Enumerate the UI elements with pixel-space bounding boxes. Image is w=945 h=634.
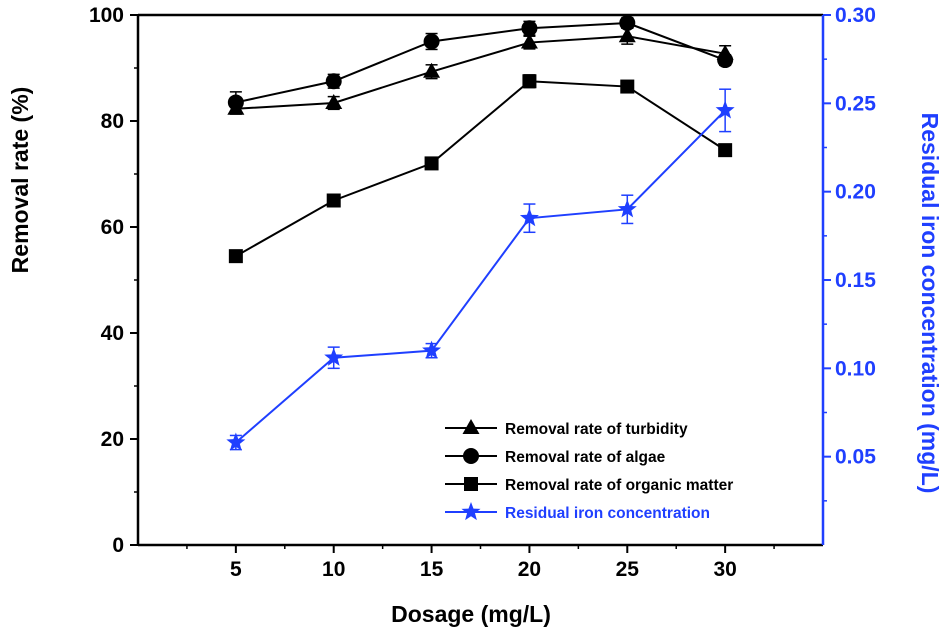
legend-marker xyxy=(462,419,480,434)
data-point xyxy=(226,432,246,451)
y-left-tick-label: 80 xyxy=(101,110,124,133)
series-line xyxy=(235,109,726,444)
data-point xyxy=(619,14,636,31)
x-tick-label: 25 xyxy=(616,558,640,581)
y-right-tick-label: 0.15 xyxy=(835,269,876,292)
legend: Removal rate of turbidity Removal rate of… xyxy=(445,419,733,522)
series-residual-iron-concentration xyxy=(226,88,735,451)
x-tick-label: 20 xyxy=(518,558,541,581)
y-left-tick-label: 0 xyxy=(112,534,124,557)
data-point xyxy=(717,52,734,69)
data-point xyxy=(519,208,539,227)
y-left-tick-label: 100 xyxy=(89,4,124,27)
y-right-tick-label: 0.05 xyxy=(835,446,876,469)
data-point xyxy=(715,100,735,119)
x-tick-label: 5 xyxy=(230,558,242,581)
legend-label: Removal rate of algae xyxy=(505,449,666,466)
y-right-tick-label: 0.25 xyxy=(835,92,876,115)
series-removal-rate-of-algae xyxy=(227,14,734,114)
series-line xyxy=(235,35,726,110)
y-axis-right: 0.05 0.10 0.15 0.20 0.25 0.30 xyxy=(823,4,876,502)
x-axis-title: Dosage (mg/L) xyxy=(391,601,551,627)
legend-label: Residual iron concentration xyxy=(505,505,710,522)
data-point xyxy=(618,27,636,43)
y-left-tick-label: 60 xyxy=(101,216,124,239)
data-point xyxy=(326,193,341,208)
x-tick-label: 30 xyxy=(713,558,736,581)
y-axis-left: 0 20 40 60 80 100 xyxy=(89,4,138,557)
data-point xyxy=(718,143,733,158)
data-point xyxy=(325,93,343,109)
x-axis: 5 10 15 20 25 30 xyxy=(186,545,775,581)
legend-label: Removal rate of organic matter xyxy=(505,477,733,494)
legend-marker xyxy=(464,477,478,491)
y-right-tick-label: 0.30 xyxy=(835,4,876,27)
data-point xyxy=(325,73,342,90)
series-line xyxy=(235,21,726,104)
data-point xyxy=(424,156,439,171)
legend-label: Removal rate of turbidity xyxy=(505,421,688,438)
y-axis-right-title: Residual iron concentration (mg/L) xyxy=(917,113,943,494)
y-left-tick-label: 40 xyxy=(101,322,124,345)
x-tick-label: 15 xyxy=(420,558,444,581)
legend-marker xyxy=(463,448,479,464)
data-point xyxy=(522,74,537,89)
y-right-tick-label: 0.10 xyxy=(835,357,876,380)
data-point xyxy=(423,33,440,50)
y-right-tick-label: 0.20 xyxy=(835,181,876,204)
data-point xyxy=(620,79,635,94)
y-left-tick-label: 20 xyxy=(101,428,124,451)
data-point xyxy=(227,94,244,111)
series-removal-rate-of-organic-matter xyxy=(228,74,733,264)
legend-marker xyxy=(461,502,481,521)
series-removal-rate-of-turbidity xyxy=(227,27,734,115)
data-point xyxy=(324,347,344,366)
data-point xyxy=(422,340,442,359)
series-layer xyxy=(226,14,735,451)
data-point xyxy=(521,20,538,37)
data-point xyxy=(520,33,538,49)
y-axis-left-title: Removal rate (%) xyxy=(7,87,33,274)
plot-frame xyxy=(136,13,825,547)
series-line xyxy=(235,80,726,258)
data-point xyxy=(228,249,243,264)
data-point xyxy=(617,199,637,218)
data-point xyxy=(423,62,441,78)
x-tick-label: 10 xyxy=(322,558,345,581)
